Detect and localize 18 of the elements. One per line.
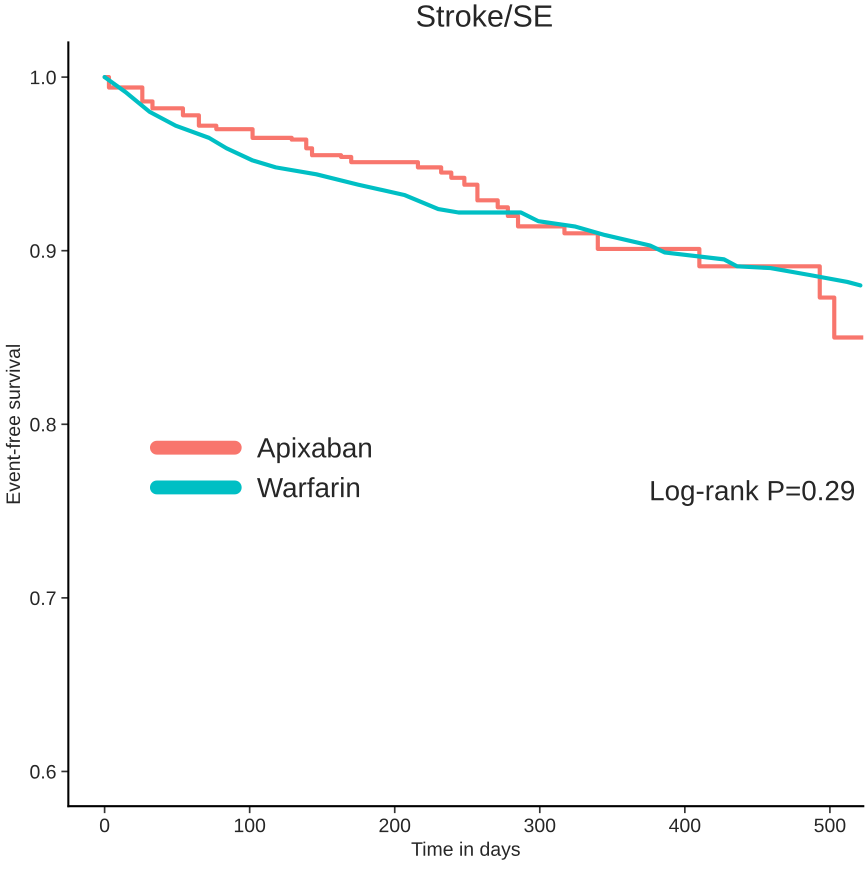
y-axis-title: Event-free survival [6,345,20,504]
x-tick-label: 400 [669,818,700,832]
y-tick-label: 0.8 [30,418,56,432]
annotation: Log-rank P=0.29 [651,480,854,506]
line-series [102,75,862,288]
x-tick-label: 300 [524,818,556,832]
x-tick-label: 100 [234,818,266,832]
x-tick-label: 200 [379,818,410,832]
legend-label: Apixaban [256,437,371,464]
legend-label: Warfarin [257,477,360,498]
chart-title: Stroke/SE [417,4,552,27]
y-tick-label: 1.0 [30,70,56,84]
x-axis-title: Time in days [412,842,520,860]
x-tick-label: 0 [100,818,110,832]
y-tick-label: 0.9 [30,244,56,258]
y-tick-label: 0.6 [30,764,56,779]
x-tick-label: 500 [814,818,846,832]
y-tick-label: 0.7 [30,591,56,606]
